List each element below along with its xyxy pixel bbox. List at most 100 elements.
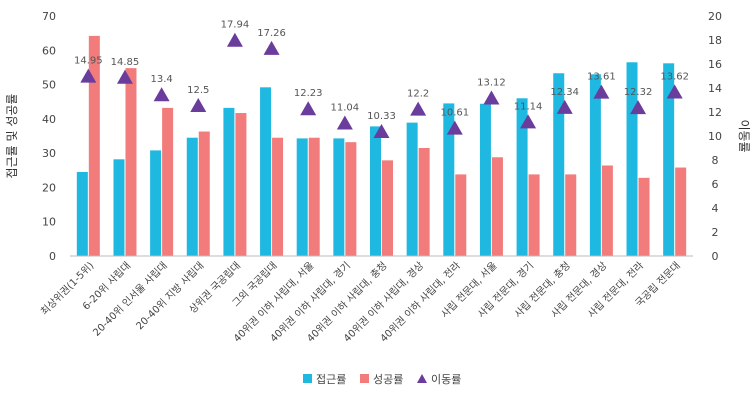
bar-success-rate	[125, 68, 137, 256]
y2-tick-label: 2	[712, 226, 719, 239]
marker-mobility-rate	[556, 99, 573, 114]
y2-tick-label: 6	[712, 178, 719, 191]
legend-marker-mobility	[417, 374, 427, 383]
marker-mobility-rate	[666, 84, 683, 99]
marker-mobility-rate	[116, 69, 133, 84]
marker-mobility-rate	[226, 32, 243, 47]
bar-access-rate	[260, 87, 272, 256]
y-tick-label: 70	[42, 10, 56, 23]
bar-access-rate	[479, 103, 491, 257]
marker-mobility-rate	[630, 100, 647, 115]
bar-success-rate	[455, 174, 467, 256]
y-tick-label: 10	[42, 216, 56, 229]
marker-mobility-rate	[410, 101, 427, 116]
y-tick-label: 0	[49, 250, 56, 263]
y-tick-label: 20	[42, 181, 56, 194]
data-label-mobility: 11.14	[514, 101, 543, 112]
data-label-mobility: 12.32	[624, 87, 653, 98]
bar-success-rate	[675, 167, 687, 256]
y2-tick-label: 18	[708, 34, 722, 47]
data-label-mobility: 14.95	[74, 56, 103, 67]
bar-access-rate	[663, 63, 675, 256]
bar-success-rate	[308, 137, 320, 256]
y-tick-label: 40	[42, 113, 56, 126]
left-axis-ticks: 0 10 20 30 40 50 60 70	[42, 10, 56, 263]
y2-tick-label: 10	[708, 130, 722, 143]
marker-mobility-rate	[593, 84, 610, 99]
y2-tick-label: 20	[708, 10, 722, 23]
data-label-mobility: 11.04	[331, 103, 360, 114]
data-label-mobility: 12.23	[294, 88, 323, 99]
data-label-mobility: 17.26	[257, 28, 286, 39]
marker-mobility-rate	[483, 90, 500, 105]
data-label-mobility: 13.62	[660, 72, 689, 83]
data-label-mobility: 17.94	[221, 20, 250, 31]
data-label-mobility: 10.33	[367, 111, 396, 122]
bar-success-rate	[272, 137, 284, 256]
bar-access-rate	[113, 159, 125, 256]
data-label-mobility: 13.61	[587, 72, 616, 83]
y2-tick-label: 12	[708, 106, 722, 119]
marker-mobility-rate	[446, 120, 463, 135]
bar-access-rate	[553, 73, 565, 256]
y-tick-label: 50	[42, 79, 56, 92]
y2-tick-label: 0	[712, 250, 719, 263]
data-label-mobility: 10.61	[440, 108, 469, 119]
y2-tick-label: 14	[708, 82, 722, 95]
bar-access-rate	[589, 74, 601, 257]
marker-mobility-rate	[263, 40, 280, 55]
legend-swatch-access	[303, 374, 312, 383]
marker-mobility-rate	[190, 98, 207, 112]
bar-success-rate	[198, 131, 210, 256]
legend-swatch-success	[360, 374, 369, 383]
bar-access-rate	[76, 172, 88, 256]
y2-axis-title: 이동률	[737, 119, 751, 152]
data-label-mobility: 13.4	[150, 74, 172, 85]
y2-tick-label: 16	[708, 58, 722, 71]
legend-label-success: 성공률	[373, 373, 403, 386]
marker-mobility-rate	[520, 114, 537, 129]
bar-access-rate	[333, 138, 345, 256]
marker-mobility-rate	[153, 87, 170, 102]
bar-success-rate	[418, 148, 430, 256]
marker-mobility-rate	[373, 124, 390, 139]
data-labels: 14.95 14.85 13.4 12.5 17.94 17.26 12.23 11.04 10…	[74, 20, 689, 122]
bar-success-rate	[491, 157, 503, 256]
bar-success-rate	[382, 160, 393, 256]
bar-success-rate	[345, 142, 357, 256]
bar-access-rate	[296, 138, 308, 256]
data-label-mobility: 14.85	[111, 57, 140, 68]
bar-access-rate	[443, 103, 455, 256]
marker-mobility-rate	[80, 68, 97, 83]
bar-success-rate	[565, 174, 577, 256]
bar-access-rate	[223, 107, 235, 256]
bar-access-rate	[150, 150, 162, 256]
y-tick-label: 60	[42, 44, 56, 57]
bar-success-rate	[638, 177, 650, 256]
markers	[80, 32, 683, 139]
bar-access-rate	[186, 137, 198, 256]
marker-mobility-rate	[300, 101, 317, 116]
right-axis-ticks: 0 2 4 6 8 10 12 14 16 18 20	[708, 10, 722, 263]
category-label: 20-40위 지방 사립대	[133, 259, 206, 332]
data-label-mobility: 12.34	[550, 87, 579, 98]
y-tick-label: 30	[42, 147, 56, 160]
bar-access-rate	[370, 126, 381, 257]
marker-mobility-rate	[336, 115, 353, 130]
y2-tick-label: 4	[712, 202, 719, 215]
data-label-mobility: 12.5	[187, 85, 209, 96]
y-axis-title: 접근률 및 성공률	[5, 94, 19, 179]
bars	[76, 35, 687, 257]
legend: 접근률 성공률 이동률	[303, 373, 461, 386]
bar-success-rate	[235, 113, 247, 257]
data-label-mobility: 12.2	[407, 89, 429, 100]
bar-success-rate	[162, 107, 174, 256]
y2-tick-label: 8	[712, 154, 719, 167]
data-label-mobility: 13.12	[477, 78, 506, 89]
legend-label-mobility: 이동률	[431, 373, 461, 386]
bar-access-rate	[516, 98, 528, 257]
bar-success-rate	[601, 165, 613, 256]
bar-access-rate	[626, 62, 638, 257]
